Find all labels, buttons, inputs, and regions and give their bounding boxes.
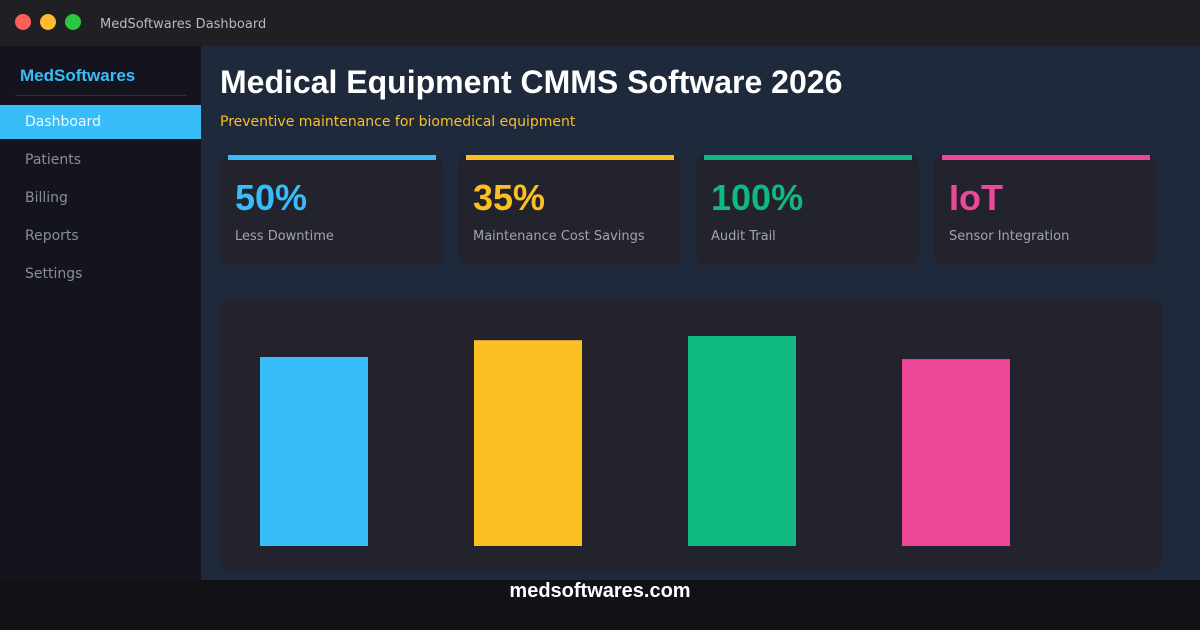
brand-logo[interactable]: MedSoftwares xyxy=(20,66,136,85)
stat-value: 100% xyxy=(711,177,804,218)
card-accent-bar xyxy=(704,155,912,160)
chart-bar-4 xyxy=(902,359,1010,546)
page-subtitle: Preventive maintenance for biomedical eq… xyxy=(220,114,576,130)
card-accent-bar xyxy=(942,155,1150,160)
chart-bar-2 xyxy=(474,340,582,546)
stat-card-cost-savings: 35% Maintenance Cost Savings xyxy=(458,155,681,265)
stat-label: Maintenance Cost Savings xyxy=(473,229,645,244)
sidebar-item-billing[interactable]: Billing xyxy=(25,190,68,206)
stat-card-audit-trail: 100% Audit Trail xyxy=(696,155,919,265)
chart-bar-3 xyxy=(688,336,796,546)
stat-card-sensor-integration: IoT Sensor Integration xyxy=(934,155,1157,265)
chart-panel xyxy=(220,300,1162,570)
stat-value: 35% xyxy=(473,177,546,218)
stat-label: Audit Trail xyxy=(711,229,776,244)
stat-label: Sensor Integration xyxy=(949,229,1070,244)
card-accent-bar xyxy=(466,155,674,160)
sidebar-item-reports[interactable]: Reports xyxy=(25,228,79,244)
minimize-window-button[interactable] xyxy=(40,14,56,30)
close-window-button[interactable] xyxy=(15,14,31,30)
bar-chart xyxy=(260,336,1010,546)
chart-bar-1 xyxy=(260,357,368,546)
maximize-window-button[interactable] xyxy=(65,14,81,30)
divider xyxy=(15,95,186,96)
page-title: Medical Equipment CMMS Software 2026 xyxy=(220,64,843,100)
footer-site-url[interactable]: medsoftwares.com xyxy=(0,580,1200,630)
sidebar: MedSoftwares Dashboard Patients Billing … xyxy=(0,46,201,580)
stat-card-downtime: 50% Less Downtime xyxy=(220,155,443,265)
sidebar-item-dashboard[interactable]: Dashboard xyxy=(0,105,201,139)
card-accent-bar xyxy=(228,155,436,160)
window-title: MedSoftwares Dashboard xyxy=(100,17,267,32)
sidebar-item-settings[interactable]: Settings xyxy=(25,266,83,282)
stat-value: 50% xyxy=(235,177,308,218)
stat-label: Less Downtime xyxy=(235,229,334,244)
sidebar-item-patients[interactable]: Patients xyxy=(25,152,82,168)
stat-value: IoT xyxy=(949,177,1003,218)
title-bar: MedSoftwares Dashboard xyxy=(0,0,1200,46)
